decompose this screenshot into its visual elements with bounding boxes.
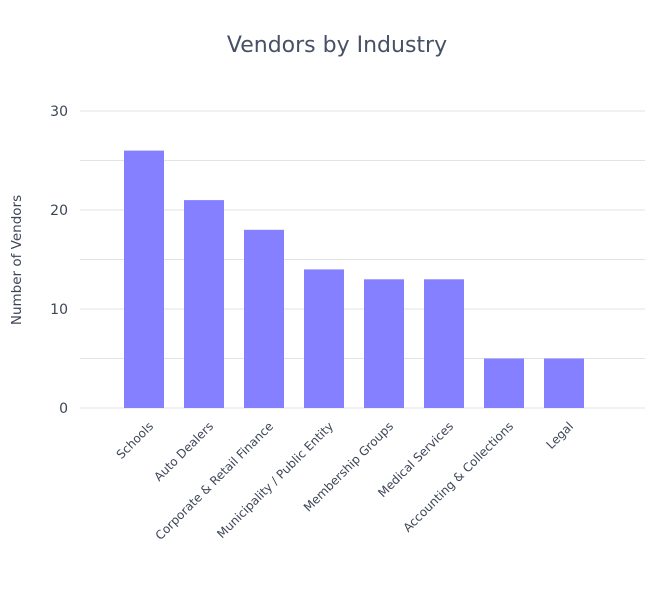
y-tick-labels: 0 10 20 30 <box>50 104 68 417</box>
x-tick-label: Auto Dealers <box>151 419 216 484</box>
gridlines <box>80 110 645 409</box>
y-tick-label: 20 <box>50 203 68 219</box>
y-tick-label: 10 <box>50 302 68 318</box>
bar <box>304 269 344 408</box>
bars <box>124 150 584 408</box>
bar <box>484 358 524 408</box>
x-tick-label: Schools <box>114 419 156 461</box>
bar <box>244 229 284 408</box>
bar <box>124 150 164 408</box>
chart-title: Vendors by Industry <box>227 33 447 58</box>
bar <box>184 200 224 408</box>
bar <box>364 279 404 408</box>
bar <box>424 279 464 408</box>
y-axis-label: Number of Vendors <box>9 195 25 325</box>
bar <box>544 358 584 408</box>
x-tick-label: Corporate & Retail Finance <box>153 419 276 542</box>
x-tick-label: Municipality / Public Entity <box>214 419 336 541</box>
x-tick-label: Legal <box>543 419 576 452</box>
y-tick-label: 0 <box>59 401 68 417</box>
x-tick-label: Accounting & Collections <box>400 419 516 535</box>
y-tick-label: 30 <box>50 104 68 120</box>
